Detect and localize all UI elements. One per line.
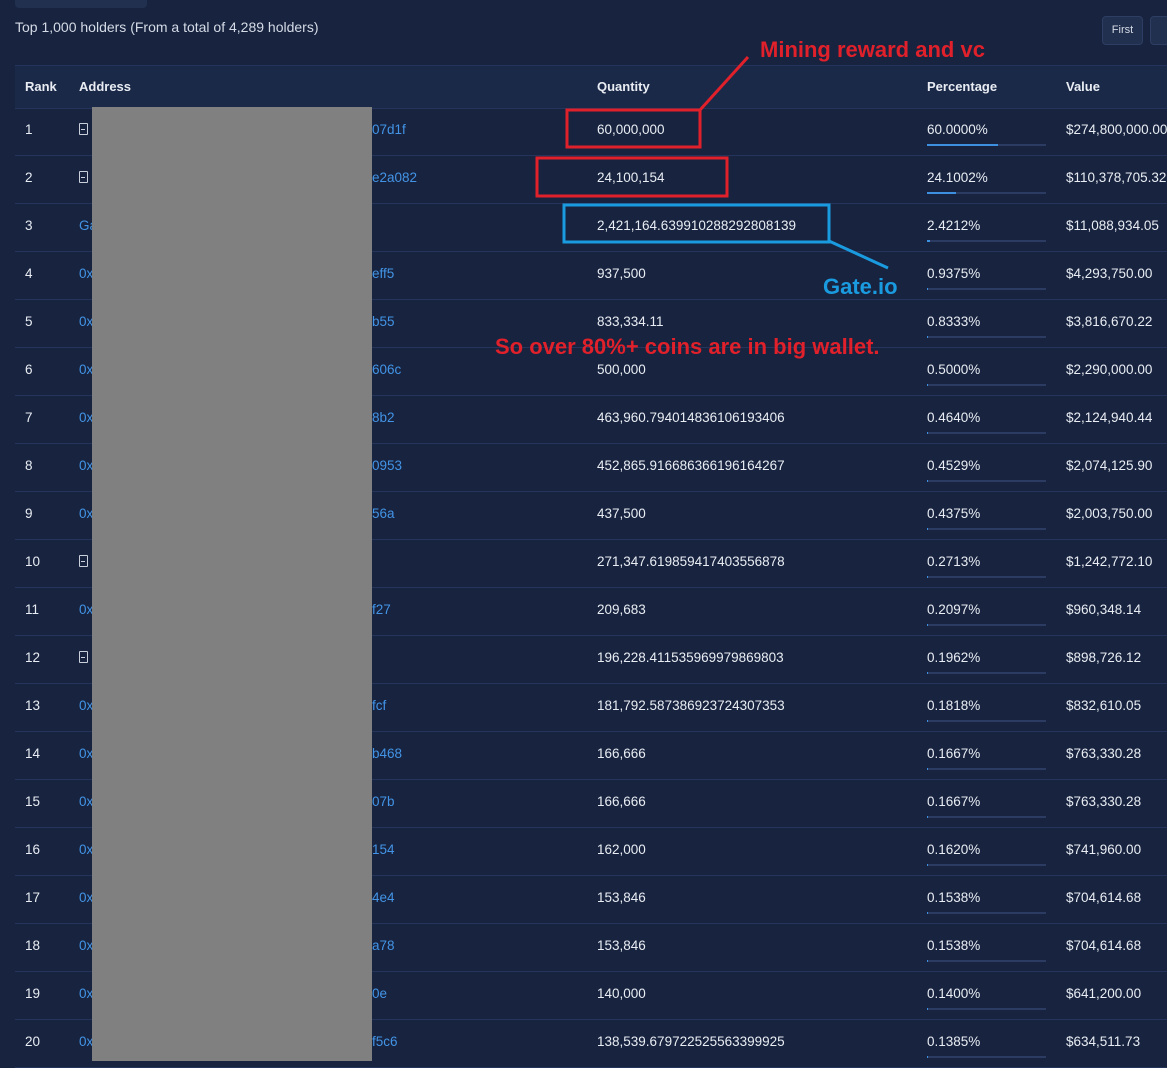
- pointer-line: [829, 241, 888, 268]
- annotation-text: Gate.io: [823, 274, 898, 300]
- highlight-box: [537, 158, 727, 196]
- pointer-line: [700, 57, 748, 110]
- column-header: Value: [1066, 79, 1100, 94]
- column-header: Rank: [25, 79, 57, 94]
- column-header: Percentage: [927, 79, 997, 94]
- highlight-box: [567, 110, 700, 147]
- annotation-text: So over 80%+ coins are in big wallet.: [495, 334, 880, 360]
- highlight-box: [564, 205, 829, 242]
- column-header: Address: [79, 79, 131, 94]
- annotation-text: Mining reward and vc: [760, 37, 985, 63]
- column-header: Quantity: [597, 79, 650, 94]
